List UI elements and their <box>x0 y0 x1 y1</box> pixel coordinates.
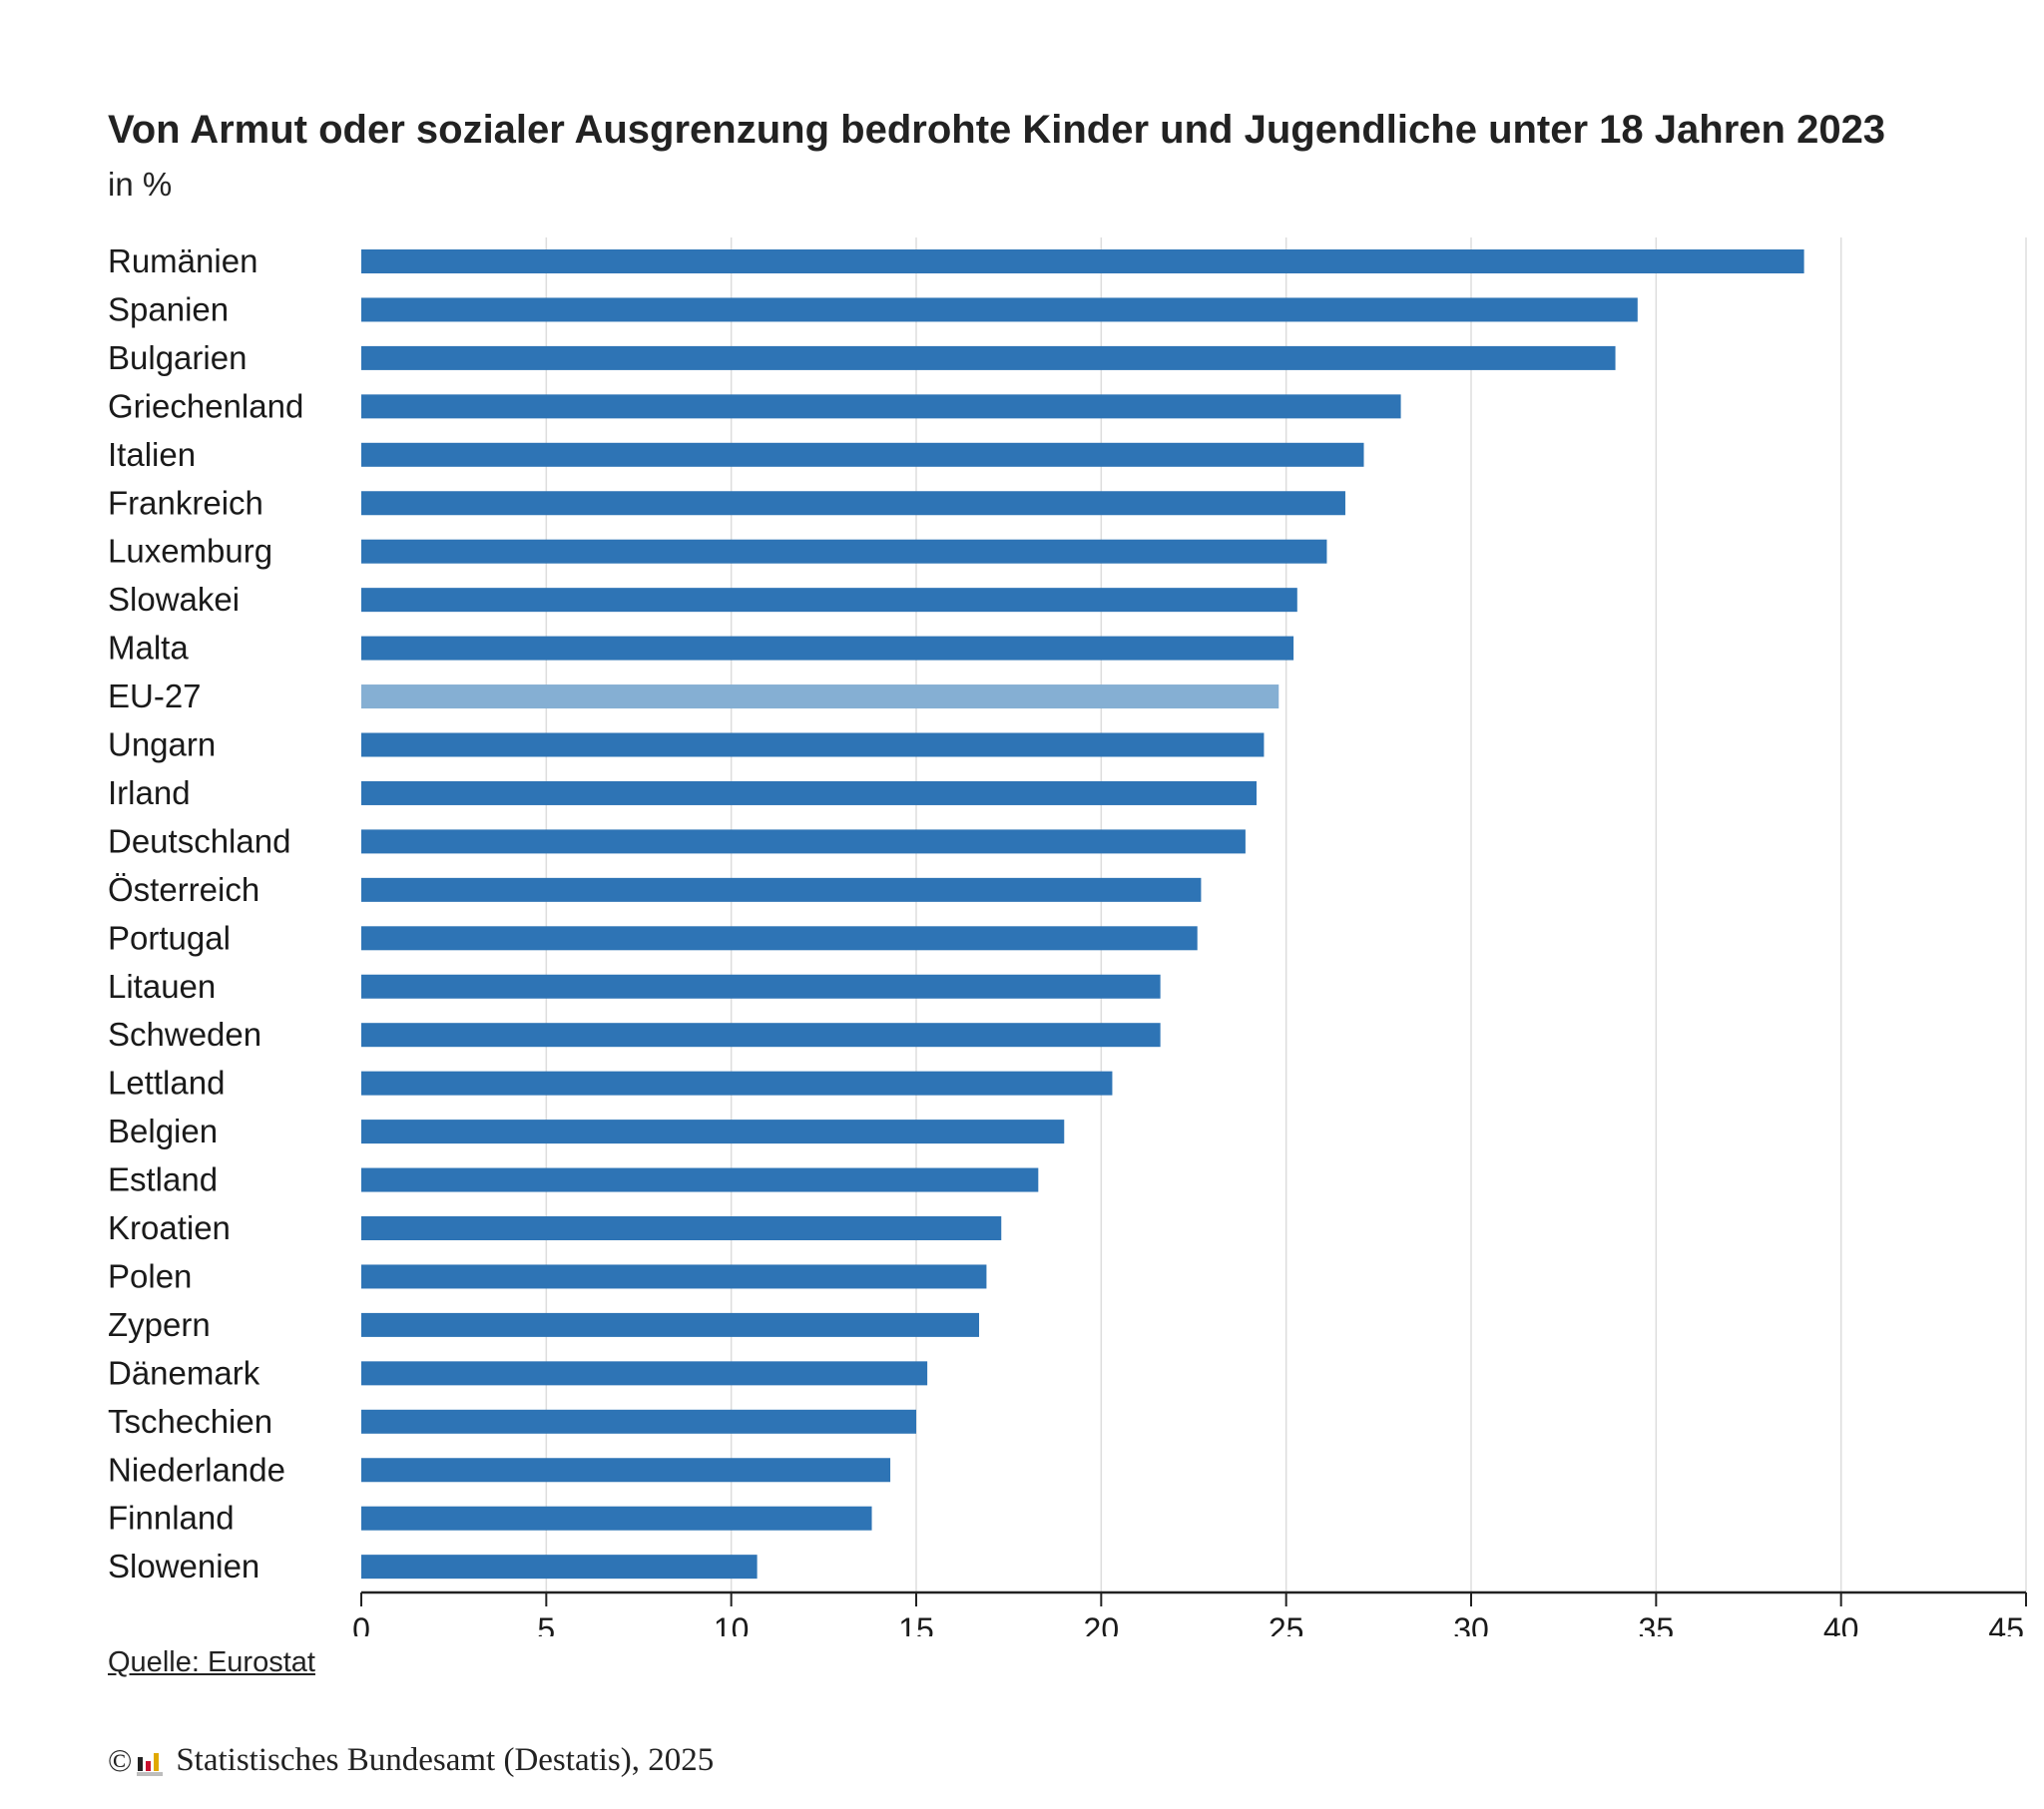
chart-subtitle: in % <box>108 166 173 203</box>
bar <box>361 1361 928 1386</box>
bar <box>361 491 1345 516</box>
bar <box>361 926 1198 951</box>
category-label: Bulgarien <box>108 339 247 376</box>
category-label: Slowakei <box>108 581 240 618</box>
category-label: Dänemark <box>108 1354 260 1391</box>
category-label: Estland <box>108 1161 218 1198</box>
bar <box>361 1023 1161 1048</box>
x-tick-label: 20 <box>1084 1611 1120 1636</box>
bar <box>361 780 1258 805</box>
category-label: Slowenien <box>108 1548 259 1584</box>
category-label: Luxemburg <box>108 533 272 570</box>
x-tick-label: 35 <box>1639 1611 1675 1636</box>
bar <box>361 588 1297 613</box>
x-tick-label: 30 <box>1453 1611 1489 1636</box>
category-label: Deutschland <box>108 822 290 859</box>
category-label: Niederlande <box>108 1451 285 1488</box>
category-label: Schweden <box>108 1016 261 1053</box>
category-label: Lettland <box>108 1065 225 1102</box>
chart-title: Von Armut oder sozialer Ausgrenzung bedr… <box>108 108 1886 152</box>
category-label: Frankreich <box>108 484 263 521</box>
bar <box>361 1555 758 1580</box>
source-link[interactable]: Quelle: Eurostat <box>108 1646 315 1678</box>
destatis-logo-icon <box>137 1752 164 1776</box>
category-label: Zypern <box>108 1306 211 1343</box>
bar <box>361 732 1265 757</box>
category-label: Malta <box>108 630 189 667</box>
category-label: Rumänien <box>108 242 257 279</box>
bar <box>361 1312 980 1337</box>
category-label: Spanien <box>108 290 229 327</box>
x-tick-label: 5 <box>537 1611 555 1636</box>
bar <box>361 394 1401 419</box>
bar <box>361 974 1161 999</box>
bar <box>361 877 1202 902</box>
bar <box>361 442 1364 467</box>
category-label: Belgien <box>108 1113 218 1149</box>
category-label: Finnland <box>108 1500 235 1537</box>
bar <box>361 249 1804 273</box>
copyright-symbol: © <box>108 1742 133 1778</box>
category-label: Kroatien <box>108 1209 231 1246</box>
x-tick-label: 40 <box>1823 1611 1859 1636</box>
category-label: Irland <box>108 774 191 811</box>
bar <box>361 345 1616 370</box>
bar <box>361 1458 891 1483</box>
bar <box>361 297 1638 322</box>
bar <box>361 1216 1002 1240</box>
bar <box>361 636 1294 661</box>
category-label: Griechenland <box>108 387 303 424</box>
bar <box>361 1409 916 1434</box>
category-label: Litauen <box>108 968 216 1005</box>
bar <box>361 1167 1039 1192</box>
category-label: Italien <box>108 436 196 473</box>
bar <box>361 1071 1113 1096</box>
category-label: Polen <box>108 1257 192 1294</box>
category-label: Tschechien <box>108 1403 272 1440</box>
bar <box>361 1264 987 1289</box>
bar-chart: Rumänien Spanien Bulgarien Griechenland Ital… <box>108 237 2027 1636</box>
x-tick-label: 25 <box>1269 1611 1304 1636</box>
bar <box>361 829 1246 854</box>
bar <box>361 539 1327 564</box>
x-tick-label: 10 <box>714 1611 750 1636</box>
category-label: Österreich <box>108 871 259 908</box>
bar <box>361 1506 872 1531</box>
category-label: Ungarn <box>108 726 216 763</box>
copyright-notice: © Statistisches Bundesamt (Destatis), 20… <box>108 1742 714 1779</box>
bar <box>361 1120 1065 1144</box>
category-label: EU-27 <box>108 678 202 714</box>
category-label: Portugal <box>108 919 231 956</box>
copyright-text: Statistisches Bundesamt (Destatis), 2025 <box>176 1742 715 1778</box>
bar <box>361 684 1279 709</box>
x-tick-label: 0 <box>352 1611 370 1636</box>
x-tick-label: 45 <box>1988 1611 2024 1636</box>
x-tick-label: 15 <box>898 1611 934 1636</box>
